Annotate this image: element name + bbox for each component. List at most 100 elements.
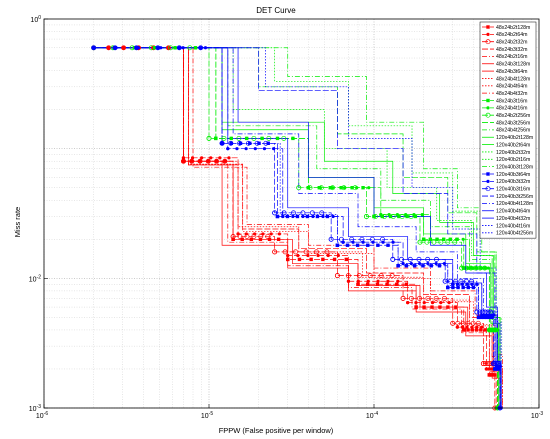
legend-marker-48x24b2t64m — [486, 32, 490, 36]
series-point-48x24b2t32m — [433, 295, 439, 301]
series-point-120x40b3t64m — [305, 214, 310, 219]
series-point-48x24b2t128m — [267, 237, 272, 241]
legend-entry: 48x24b4t32m — [496, 91, 527, 97]
series-point-48x24b3t16m — [421, 237, 426, 241]
x-tick-label: 10-4 — [366, 411, 378, 420]
series-point-48x24b4t16m — [404, 213, 408, 217]
series-point-48x24b2t64m — [346, 279, 351, 283]
series-point-48x24b2t64m — [414, 300, 418, 305]
series-point-48x24b2t32m — [389, 273, 395, 279]
series-line-120x40b3t64m — [93, 47, 501, 408]
series-point-48x24b4t16m — [275, 136, 280, 140]
series-point-48x24b2t64m — [465, 325, 469, 329]
series-point-48x24b2t64m — [336, 253, 340, 258]
series-point-48x24b2t128m — [223, 159, 227, 163]
series-point-48x24b2t256m — [307, 185, 313, 191]
series-point-48x24b3t16m — [405, 214, 409, 219]
series-point-48x24b2t256m — [296, 185, 302, 191]
series-line-120x40b4t128m — [93, 47, 502, 408]
series-point-120x40b3t64m — [238, 141, 243, 145]
legend-marker-48x24b4t16m — [486, 106, 490, 110]
series-point-48x24b2t256m — [438, 239, 444, 245]
series-point-120x40b3t32m — [272, 147, 276, 151]
series-point-120x40b3t64m — [456, 285, 460, 290]
series-point-48x24b2t64m — [479, 325, 484, 329]
series-line-48x24b3t64m — [93, 47, 502, 408]
series-point-48x24b2t64m — [181, 156, 186, 160]
series-point-120x40b3t64m — [275, 214, 280, 219]
series-point-48x24b2t64m — [386, 279, 390, 283]
series-point-120x40b3t16m — [309, 210, 315, 216]
series-line-48x24b3t256m — [93, 47, 501, 408]
series-point-48x24b2t64m — [455, 325, 459, 329]
series-point-48x24b2t32m — [460, 320, 466, 326]
series-point-48x24b4t16m — [395, 213, 399, 217]
series-point-120x40b3t64m — [487, 315, 492, 320]
legend-entry: 48x24b2t64m — [496, 32, 527, 38]
series-point-120x40b3t16m — [448, 278, 453, 284]
series-point-48x24b2t32m — [258, 234, 264, 240]
series-point-48x24b2t256m — [408, 214, 414, 219]
series-point-48x24b2t64m — [190, 156, 195, 160]
series-point-120x40b3t64m — [229, 141, 233, 145]
series-point-48x24b2t256m — [281, 135, 287, 141]
series-point-48x24b2t128m — [198, 159, 202, 163]
series-point-48x24b4t16m — [441, 237, 446, 241]
series-point-120x40b3t64m — [198, 46, 203, 50]
series-point-120x40b3t32m — [181, 46, 185, 50]
series-point-48x24b4t16m — [342, 186, 347, 190]
legend-marker-48x24b2t256m — [485, 112, 491, 118]
series-point-48x24b4t16m — [367, 186, 371, 190]
legend-entry: 120x40b2t32m — [496, 150, 530, 156]
series-point-48x24b2t32m — [222, 158, 228, 164]
series-point-48x24b2t32m — [197, 158, 203, 164]
grid-lines — [43, 19, 539, 409]
series-point-48x24b4t16m — [428, 237, 433, 241]
series-line-120x40b4t256m — [93, 47, 502, 408]
series-point-48x24b2t64m — [121, 46, 126, 50]
legend-entry: 48x24b3t128m — [496, 62, 530, 68]
series-line-120x40b4t64m — [93, 47, 502, 408]
legend-entry: 120x40b2t128m — [496, 135, 533, 141]
series-point-120x40b3t64m — [156, 46, 160, 50]
series-point-120x40b3t32m — [331, 214, 335, 219]
series-point-48x24b2t256m — [221, 135, 227, 141]
series-point-48x24b2t256m — [424, 239, 430, 245]
series-point-120x40b3t64m — [497, 367, 501, 371]
series-point-120x40b3t16m — [134, 45, 139, 51]
series-point-48x24b4t16m — [330, 186, 335, 190]
series-point-120x40b3t32m — [492, 313, 496, 317]
series-point-120x40b3t32m — [235, 147, 239, 151]
chart-title: DET Curve — [256, 6, 296, 15]
y-axis-label: Miss rate — [13, 207, 22, 237]
series-point-48x24b2t32m — [214, 158, 220, 164]
axis-ticks: 10-6 10-5 10-4 10-3 10-3 10-2 100 — [29, 15, 544, 420]
series-point-48x24b4t16m — [153, 46, 157, 50]
series-point-120x40b3t16m — [469, 278, 475, 284]
series-point-48x24b2t256m — [493, 327, 499, 333]
series-point-120x40b3t16m — [458, 278, 464, 284]
series-point-48x24b3t16m — [339, 186, 343, 190]
series-point-48x24b2t128m — [181, 159, 186, 163]
series-point-48x24b2t256m — [492, 327, 498, 333]
series-point-48x24b2t32m — [470, 320, 476, 326]
series-point-48x24b2t128m — [430, 305, 434, 309]
series-point-48x24b2t32m — [484, 361, 490, 367]
series-point-48x24b2t32m — [425, 295, 431, 301]
series-point-48x24b2t64m — [296, 253, 300, 258]
series-point-120x40b3t16m — [477, 309, 483, 315]
series-point-120x40b3t64m — [490, 315, 494, 320]
series-point-48x24b4t16m — [435, 237, 439, 241]
series-point-48x24b2t32m — [121, 45, 127, 51]
series-point-48x24b4t16m — [260, 136, 264, 140]
legend-marker-120x40b3t64m — [486, 172, 490, 176]
series-point-120x40b3t16m — [228, 140, 234, 146]
series-point-48x24b2t256m — [187, 45, 193, 51]
series-point-48x24b2t128m — [206, 159, 210, 163]
series-line-120x40b3t16m — [93, 47, 501, 408]
series-line-48x24b4t256m — [93, 47, 501, 408]
series-point-120x40b3t64m — [386, 243, 390, 247]
series-point-120x40b3t16m — [245, 140, 251, 146]
series-point-120x40b3t16m — [390, 256, 396, 262]
